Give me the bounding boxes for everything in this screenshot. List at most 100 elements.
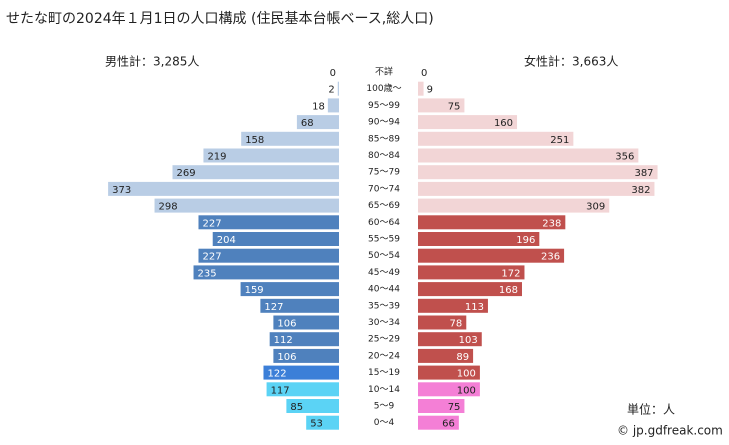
value-label: 100 [457, 369, 476, 380]
value-label: 168 [499, 285, 518, 296]
category-label: 15～19 [368, 368, 400, 378]
male-bar [198, 215, 339, 230]
chart-title: せたな町の2024年１月1日の人口構成 (住民基本台帳ベース,総人口) [6, 10, 434, 27]
value-label: 100 [457, 385, 476, 396]
category-label: 60～64 [368, 218, 400, 228]
female-bar [418, 165, 658, 180]
male-bar [273, 348, 339, 363]
value-label: 18 [312, 101, 325, 112]
category-label: 70～74 [368, 184, 400, 194]
female-bar [418, 399, 465, 413]
value-label: 106 [277, 352, 296, 363]
male-total: 男性計：3,285人 [105, 54, 199, 69]
value-label: 89 [456, 352, 469, 363]
male-bar [212, 232, 339, 246]
female-bar [418, 265, 525, 280]
category-label: 80～84 [368, 151, 400, 161]
value-label: 309 [586, 202, 605, 213]
value-label: 117 [271, 385, 290, 396]
female-bar [418, 382, 480, 397]
male-bar [154, 198, 339, 213]
value-label: 227 [202, 218, 221, 229]
value-label: 159 [245, 285, 264, 296]
value-label: 235 [198, 268, 217, 279]
male-bar [269, 332, 339, 347]
value-label: 122 [267, 369, 286, 380]
category-label: 20～24 [368, 351, 400, 361]
female-bar [418, 181, 655, 196]
female-bar [418, 298, 488, 313]
female-bar [418, 148, 639, 163]
value-label: 382 [631, 185, 650, 196]
value-label: 0 [330, 68, 336, 79]
value-label: 75 [448, 101, 461, 112]
value-label: 160 [494, 118, 513, 129]
female-bar [418, 415, 459, 430]
value-label: 0 [421, 68, 427, 79]
category-label: 45～49 [368, 268, 400, 278]
female-bar [418, 248, 565, 263]
unit-label: 単位：人 [627, 402, 675, 417]
female-total: 女性計：3,663人 [524, 54, 618, 69]
male-bar [286, 399, 339, 413]
value-label: 53 [310, 419, 323, 430]
category-label: 35～39 [368, 301, 400, 311]
category-label: 65～69 [368, 201, 400, 211]
male-bar [296, 115, 339, 130]
category-label: 90～94 [368, 118, 400, 128]
female-bar [418, 198, 610, 213]
male-bar [266, 382, 339, 397]
value-label: 387 [634, 168, 653, 179]
male-bar [260, 298, 339, 313]
category-label: 5～9 [374, 402, 395, 412]
category-label: 25～29 [368, 335, 400, 345]
value-label: 219 [207, 152, 226, 163]
value-label: 68 [301, 118, 314, 129]
value-label: 373 [112, 185, 131, 196]
value-label: 9 [427, 85, 433, 96]
value-label: 238 [542, 218, 561, 229]
category-label: 10～14 [368, 385, 400, 395]
value-label: 112 [274, 335, 293, 346]
value-label: 172 [501, 268, 520, 279]
value-label: 227 [202, 252, 221, 263]
male-bar [306, 415, 339, 430]
credit: © jp.gdfreak.com [617, 424, 723, 438]
female-bar [418, 98, 465, 113]
female-bar [418, 215, 566, 230]
male-bar [172, 165, 339, 180]
value-label: 66 [442, 419, 455, 430]
value-label: 127 [264, 302, 283, 313]
male-bar [337, 81, 339, 96]
value-label: 75 [448, 402, 461, 413]
male-bar [108, 181, 339, 196]
value-label: 106 [277, 319, 296, 330]
category-label: 85～89 [368, 134, 400, 144]
female-bar [418, 232, 540, 246]
male-bar [327, 98, 339, 113]
value-label: 2 [328, 85, 334, 96]
female-bar [418, 315, 467, 330]
value-label: 113 [465, 302, 484, 313]
value-label: 356 [615, 152, 634, 163]
value-label: 78 [450, 319, 463, 330]
category-label: 30～34 [368, 318, 400, 328]
value-label: 298 [159, 202, 178, 213]
female-bar [418, 348, 474, 363]
value-label: 269 [176, 168, 195, 179]
female-bar [418, 115, 518, 130]
male-bar [193, 265, 339, 280]
category-label: 0～4 [374, 418, 395, 428]
female-bar [418, 81, 424, 96]
category-label: 95～99 [368, 101, 400, 111]
female-bar [418, 131, 574, 146]
value-label: 158 [245, 135, 264, 146]
value-label: 251 [550, 135, 569, 146]
value-label: 236 [541, 252, 560, 263]
category-label: 不詳 [375, 66, 393, 78]
male-bar [263, 365, 339, 380]
male-bar [240, 282, 339, 297]
category-label: 50～54 [368, 251, 400, 261]
female-bar [418, 332, 482, 347]
